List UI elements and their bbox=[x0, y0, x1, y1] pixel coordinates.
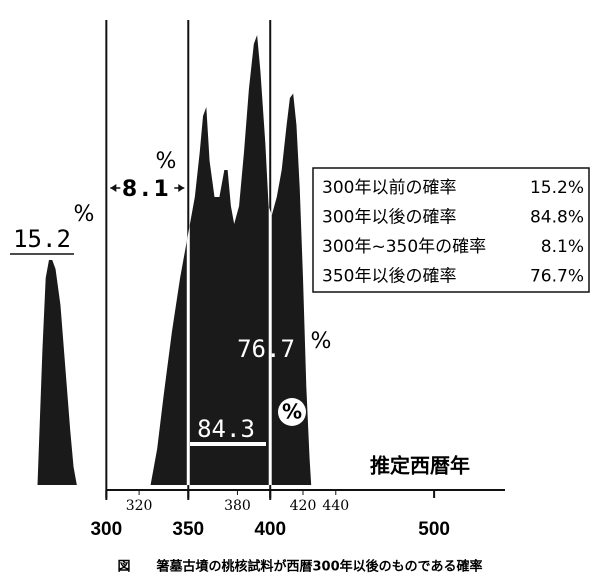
table-label: 300年以後の確率 bbox=[322, 208, 456, 228]
annotation-bar bbox=[190, 442, 266, 446]
annotation-value: 84.3 bbox=[197, 415, 255, 443]
annotation-value: 76.7 bbox=[237, 335, 295, 363]
x-tick-label: 500 bbox=[418, 519, 450, 540]
table-value: 76.7% bbox=[530, 267, 584, 287]
x-tick-label: 400 bbox=[254, 519, 286, 540]
x-tick-label: 350 bbox=[172, 519, 204, 540]
span-arrowhead bbox=[110, 184, 117, 192]
x-tick-label: 300 bbox=[90, 519, 122, 540]
annotation-value: 15.2 bbox=[13, 225, 71, 253]
minor-x-tick-label: 420 bbox=[290, 498, 317, 514]
table-label: 300年以前の確率 bbox=[322, 178, 456, 198]
x-axis-label: 推定西暦年 bbox=[370, 454, 470, 478]
annotation-value: 8.1 bbox=[122, 177, 173, 202]
legend-box bbox=[312, 167, 590, 293]
annotation-unit: % bbox=[74, 202, 95, 227]
minor-x-tick-label: 380 bbox=[224, 498, 251, 514]
minor-x-tick-label: 440 bbox=[322, 498, 349, 514]
annotation-unit: % bbox=[156, 149, 177, 174]
table-value: 15.2% bbox=[530, 178, 584, 198]
annotation-unit: % bbox=[311, 329, 332, 354]
caption: 図 箸墓古墳の桃核試料が西暦300年以後のものである確率 bbox=[117, 559, 482, 575]
annotation-badge bbox=[278, 398, 306, 426]
probability-area bbox=[37, 260, 77, 485]
table-value: 8.1% bbox=[541, 237, 584, 257]
annotation-unit: % bbox=[282, 400, 302, 424]
table-value: 84.8% bbox=[530, 208, 584, 228]
minor-x-tick-label: 320 bbox=[126, 498, 153, 514]
span-arrowhead bbox=[178, 184, 185, 192]
table-label: 300年~350年の確率 bbox=[322, 237, 486, 257]
table-label: 350年以後の確率 bbox=[322, 267, 456, 287]
